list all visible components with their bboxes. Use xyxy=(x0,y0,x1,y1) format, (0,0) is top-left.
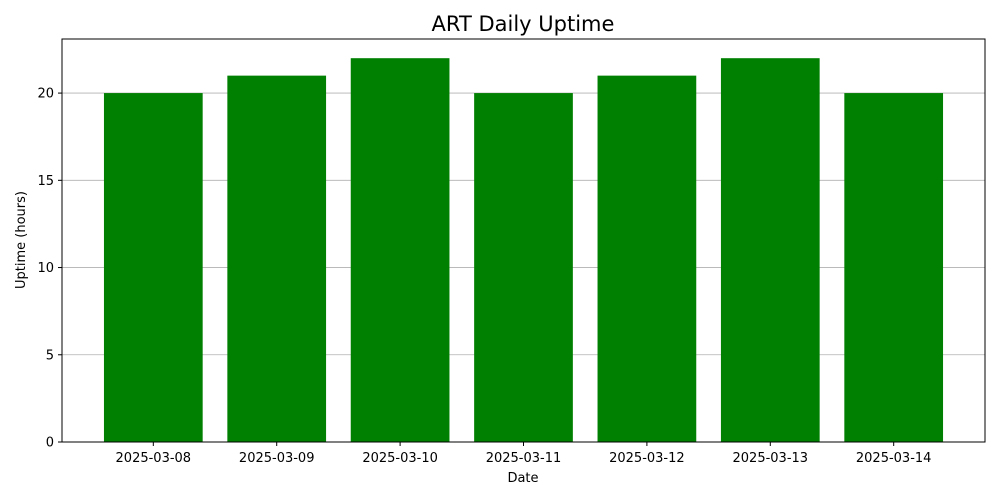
x-axis-label: Date xyxy=(507,471,538,486)
x-tick-label: 2025-03-09 xyxy=(239,451,315,466)
x-axis-ticks: 2025-03-08 2025-03-09 2025-03-10 2025-03-11… xyxy=(116,442,932,466)
bar-2025-03-12 xyxy=(597,75,697,443)
bar-2025-03-10 xyxy=(350,58,450,442)
bar-2025-03-11 xyxy=(474,93,573,443)
bar-2025-03-14 xyxy=(844,93,944,443)
bar-2025-03-09 xyxy=(227,75,327,443)
x-tick-label: 2025-03-14 xyxy=(856,451,932,466)
chart-title: ART Daily Uptime xyxy=(432,12,615,36)
x-tick-label: 2025-03-08 xyxy=(116,451,192,466)
x-tick-label: 2025-03-13 xyxy=(733,451,809,466)
y-tick-label: 0 xyxy=(46,436,54,451)
x-tick-label: 2025-03-12 xyxy=(609,451,685,466)
x-tick-label: 2025-03-10 xyxy=(362,451,438,466)
bar-2025-03-08 xyxy=(103,93,203,443)
y-tick-label: 5 xyxy=(46,348,54,363)
y-axis-label: Uptime (hours) xyxy=(14,191,29,289)
bars xyxy=(103,58,944,443)
bar-2025-03-13 xyxy=(720,58,820,442)
y-tick-label: 15 xyxy=(37,174,54,189)
y-axis-ticks: 0 5 10 15 20 xyxy=(37,87,62,451)
y-tick-label: 10 xyxy=(37,261,54,276)
x-tick-label: 2025-03-11 xyxy=(486,451,562,466)
y-tick-label: 20 xyxy=(37,87,54,102)
